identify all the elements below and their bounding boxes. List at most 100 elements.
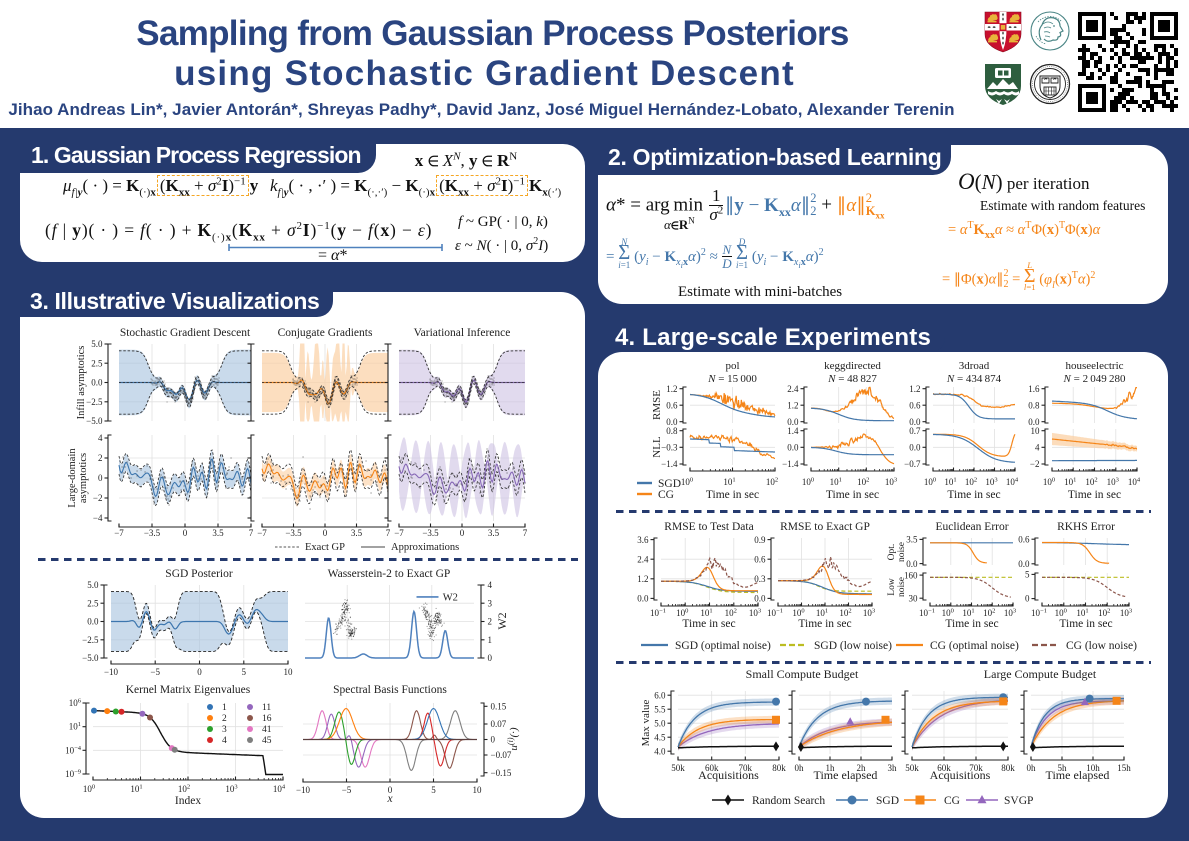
svg-text:100: 100	[792, 608, 804, 619]
svg-text:W2: W2	[443, 592, 458, 603]
svg-text:7: 7	[249, 528, 254, 538]
svg-text:SGD: SGD	[658, 478, 681, 490]
svg-text:0.7: 0.7	[909, 426, 921, 436]
svg-text:keggdirected: keggdirected	[824, 360, 881, 372]
svg-text:CG (optimal noise): CG (optimal noise)	[930, 640, 1019, 652]
svg-text:80k: 80k	[1001, 763, 1015, 773]
svg-text:2.5: 2.5	[91, 358, 103, 368]
svg-text:102: 102	[839, 608, 851, 619]
svg-text:−2: −2	[93, 493, 103, 503]
svg-text:1h: 1h	[826, 763, 836, 773]
svg-text:101: 101	[69, 721, 81, 732]
svg-text:Wasserstein-2 to Exact GP: Wasserstein-2 to Exact GP	[328, 568, 451, 580]
svg-text:0: 0	[98, 473, 103, 483]
svg-text:6.0: 6.0	[654, 690, 666, 700]
svg-text:5.0: 5.0	[91, 339, 103, 349]
svg-text:1.2: 1.2	[666, 384, 677, 394]
svg-text:101: 101	[962, 608, 974, 619]
svg-text:0.9: 0.9	[754, 535, 766, 545]
svg-text:5h: 5h	[1058, 763, 1068, 773]
svg-text:100: 100	[676, 608, 688, 619]
svg-text:1: 1	[222, 703, 227, 713]
svg-text:0.0: 0.0	[1028, 417, 1040, 427]
svg-text:102: 102	[725, 608, 737, 619]
svg-text:CG: CG	[658, 489, 674, 501]
svg-text:103: 103	[1004, 608, 1016, 619]
svg-text:−4: −4	[93, 513, 103, 523]
svg-text:0: 0	[388, 785, 393, 795]
svg-text:N = 434 874: N = 434 874	[946, 373, 1002, 385]
svg-text:100: 100	[942, 608, 954, 619]
svg-text:4.5: 4.5	[654, 732, 666, 742]
svg-text:RKHS Error: RKHS Error	[1057, 521, 1115, 533]
svg-text:0.0: 0.0	[87, 617, 99, 627]
svg-text:−5.0: −5.0	[86, 416, 103, 426]
svg-text:10−1: 10−1	[767, 608, 783, 619]
svg-text:Max value: Max value	[640, 700, 652, 747]
svg-text:4: 4	[98, 433, 103, 443]
svg-text:102: 102	[1098, 608, 1110, 619]
svg-text:106: 106	[69, 698, 82, 709]
svg-text:0.0: 0.0	[754, 594, 766, 604]
svg-text:0.0: 0.0	[91, 378, 103, 388]
svg-text:50k: 50k	[905, 763, 919, 773]
svg-text:Conjugate Gradients: Conjugate Gradients	[278, 327, 373, 339]
svg-text:100: 100	[924, 477, 936, 488]
svg-text:160: 160	[904, 570, 918, 580]
svg-text:2.5: 2.5	[87, 598, 99, 608]
svg-text:Stochastic Gradient Descent: Stochastic Gradient Descent	[120, 327, 251, 339]
svg-text:0.0: 0.0	[909, 417, 921, 427]
svg-text:Spectral Basis Functions: Spectral Basis Functions	[333, 684, 447, 696]
svg-text:Time in sec: Time in sec	[947, 489, 1000, 501]
svg-text:10−4: 10−4	[65, 745, 82, 756]
svg-text:0: 0	[323, 528, 328, 538]
svg-text:0.0: 0.0	[909, 443, 921, 453]
svg-text:101: 101	[1076, 608, 1088, 619]
svg-text:−0.7: −0.7	[904, 459, 921, 469]
svg-text:1.2: 1.2	[787, 400, 798, 410]
svg-text:80k: 80k	[772, 763, 786, 773]
svg-text:Opt.: Opt.	[887, 544, 897, 561]
svg-text:noise: noise	[897, 542, 907, 562]
svg-text:pol: pol	[725, 360, 739, 372]
svg-text:houseelectric: houseelectric	[1065, 360, 1123, 372]
svg-text:60k: 60k	[937, 763, 951, 773]
svg-text:0.07: 0.07	[491, 719, 507, 729]
svg-text:0.3: 0.3	[754, 574, 766, 584]
svg-text:1.6: 1.6	[1028, 384, 1040, 394]
svg-text:101: 101	[700, 608, 712, 619]
svg-text:102: 102	[857, 477, 869, 488]
svg-text:N = 48 827: N = 48 827	[827, 373, 877, 385]
svg-text:0.6: 0.6	[1018, 534, 1030, 544]
svg-text:10−1: 10−1	[650, 608, 666, 619]
svg-text:10h: 10h	[1086, 763, 1100, 773]
svg-text:SGD (low noise): SGD (low noise)	[814, 640, 892, 652]
svg-text:103: 103	[863, 608, 875, 619]
svg-text:CG (low noise): CG (low noise)	[1066, 640, 1137, 652]
svg-text:30: 30	[909, 593, 919, 603]
svg-text:−0.3: −0.3	[661, 443, 678, 453]
svg-text:W2: W2	[495, 612, 509, 629]
svg-text:0.6: 0.6	[909, 400, 921, 410]
svg-text:CG: CG	[944, 795, 960, 807]
svg-text:5: 5	[431, 785, 436, 795]
svg-text:3: 3	[488, 598, 493, 608]
svg-text:101: 101	[944, 477, 956, 488]
svg-text:0.0: 0.0	[787, 417, 799, 427]
svg-text:0.6: 0.6	[754, 554, 766, 564]
svg-text:Exact GP: Exact GP	[305, 542, 345, 553]
svg-text:3: 3	[222, 725, 227, 735]
svg-text:103: 103	[1120, 608, 1132, 619]
svg-text:5.5: 5.5	[654, 704, 666, 714]
svg-text:Approximations: Approximations	[391, 542, 459, 553]
svg-text:0.8: 0.8	[666, 426, 678, 436]
svg-text:4: 4	[222, 736, 227, 746]
svg-text:Infill asymptotics: Infill asymptotics	[76, 346, 87, 420]
svg-text:102: 102	[1085, 477, 1097, 488]
svg-text:3droad: 3droad	[959, 360, 990, 372]
svg-text:0.15: 0.15	[491, 702, 507, 712]
svg-text:0.0: 0.0	[906, 559, 918, 569]
svg-text:103: 103	[1107, 477, 1119, 488]
svg-text:−3.5: −3.5	[285, 528, 302, 538]
svg-text:0: 0	[491, 735, 496, 745]
